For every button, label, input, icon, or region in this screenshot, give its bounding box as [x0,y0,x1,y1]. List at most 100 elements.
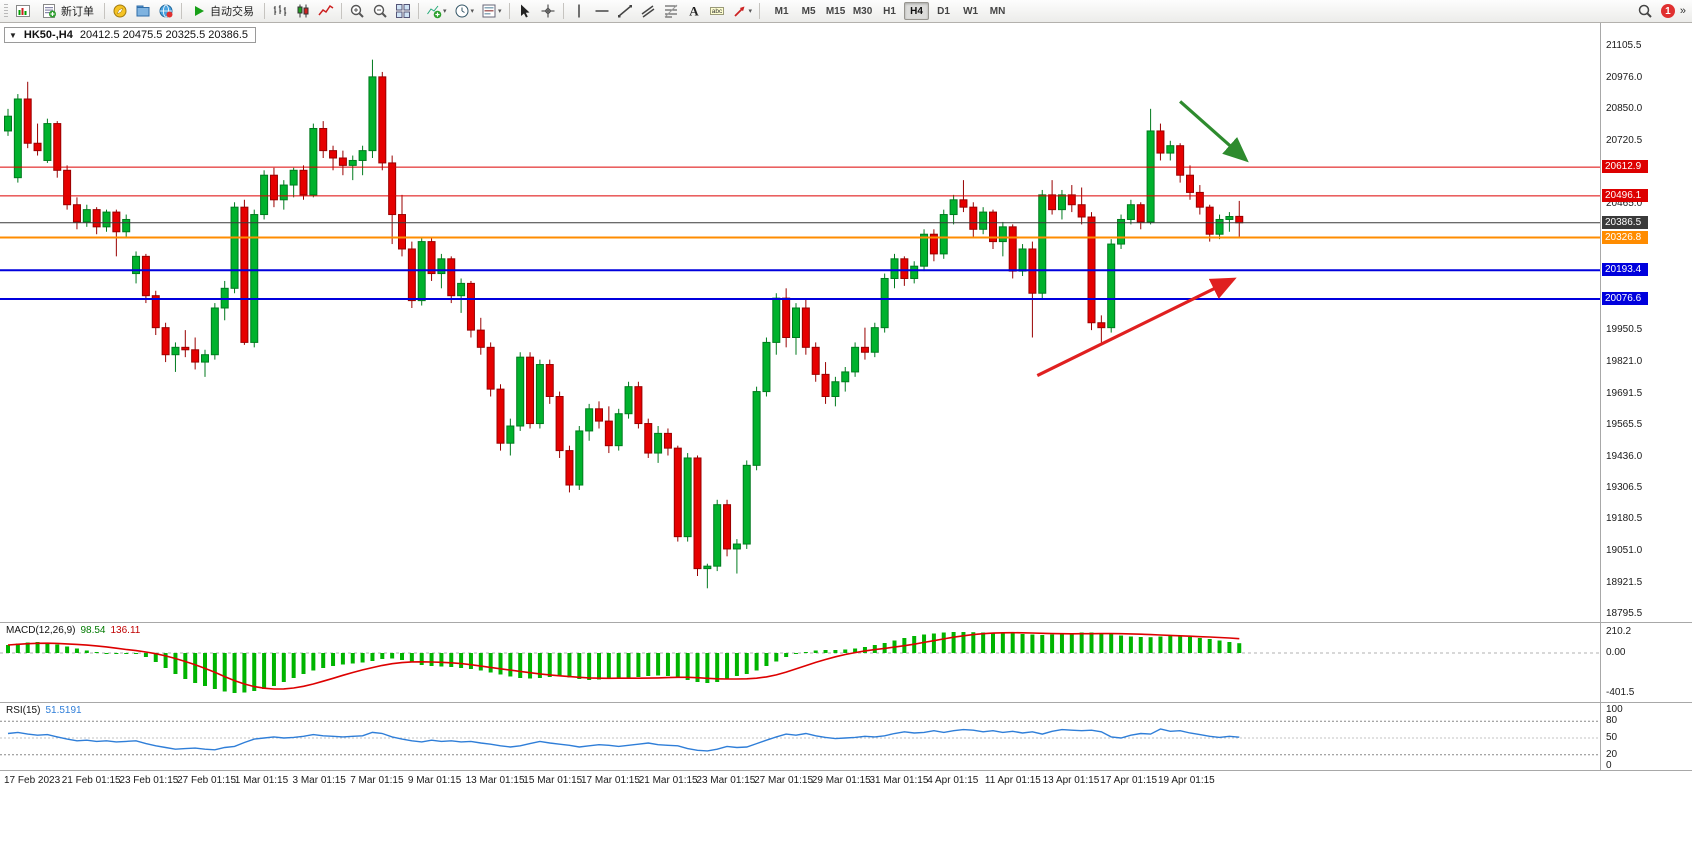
toolbar-right: 1 » [1634,2,1688,21]
svg-text:A: A [689,4,699,19]
rsi-label: RSI(15) 51.5191 [6,705,82,716]
macd-name: MACD(12,26,9) [6,625,76,636]
new-chart-button[interactable] [12,2,34,21]
chevron-down-icon: ▾ [443,8,447,15]
rsi-value: 51.5191 [45,705,82,716]
time-label: 1 Mar 01:15 [234,775,289,786]
line-chart-icon [318,4,334,16]
price-tick: 20850.0 [1606,102,1643,114]
rsi-tick: 20 [1606,748,1618,760]
timeframe-button-h4[interactable]: H4 [904,2,930,20]
macd-tick: 0.00 [1606,647,1626,658]
price-tick: 19306.5 [1606,482,1643,494]
metaeditor-button[interactable] [109,2,131,21]
time-label: 23 Feb 01:15 [119,775,179,786]
text-icon: A [689,4,699,19]
pane-divider-macd[interactable] [0,622,1692,623]
arrow-tools-icon [733,6,745,17]
templates-button[interactable]: ▾ [478,2,505,21]
rsi-tick: 80 [1606,715,1618,727]
rsi-line [7,728,1240,752]
macd-main-value: 98.54 [80,625,106,636]
axis-border [1600,23,1601,771]
collapse-icon[interactable]: ▼ [9,30,17,40]
peri ods-button[interactable]: ▾ [451,2,478,21]
new-order-button[interactable]: 新订单 [35,2,100,21]
bar-chart-button[interactable] [269,2,291,21]
time-label: 17 Mar 01:15 [581,775,640,786]
timeframe-button-m30[interactable]: M30 [852,5,873,17]
autotrading-play-icon [195,6,204,16]
equidistant-channel-button[interactable] [637,2,659,21]
ohlc-values: 20412.5 20475.5 20325.5 20386.5 [79,29,249,41]
red-trend-arrow[interactable] [1036,277,1237,378]
chevron-down-icon: ▾ [498,8,502,15]
time-label: 31 Mar 01:15 [869,775,929,786]
equidistant-channel-icon [641,5,654,18]
candlestick-chart-button[interactable] [292,2,314,21]
vertical-line-button[interactable] [568,2,590,21]
price-badge-20496.1: 20496.1 [1602,188,1648,202]
chart-plot[interactable] [0,0,1600,792]
timeframe-button-d1[interactable]: D1 [937,5,950,17]
time-label: 27 Mar 01:15 [754,775,814,786]
trendline-button[interactable] [614,2,636,21]
zoom-out-icon [373,4,387,18]
price-tick: 20465.0 [1606,197,1643,209]
templates-icon [482,4,496,18]
pane-divider-time [0,770,1692,771]
symbol-period-label: HK50-,H4 [23,29,73,41]
time-label: 3 Mar 01:15 [292,775,346,786]
macd-label: MACD(12,26,9) 98.54 136.11 [6,625,140,636]
rsi-name: RSI(15) [6,705,41,716]
tile-windows-button[interactable] [392,2,414,21]
search-button[interactable] [1634,2,1656,21]
profiles-button[interactable] [132,2,154,21]
green-resistance-arrow[interactable] [1179,100,1249,163]
crosshair-button[interactable] [537,2,559,21]
chevron-down-icon: ▾ [748,8,753,15]
price-tick: 19051.0 [1606,545,1643,557]
compass-icon [113,4,127,18]
zoom-in-button[interactable] [346,2,368,21]
toolbar-separator [341,3,342,19]
line-chart-button[interactable] [315,2,337,21]
notification-badge[interactable]: 1 [1660,4,1675,18]
zoom-in-icon [350,4,364,18]
pane-divider-rsi[interactable] [0,702,1692,703]
chart-legend: ▼ HK50-,H4 20412.5 20475.5 20325.5 20386… [4,27,257,43]
price-tick: 19691.5 [1606,387,1643,399]
price-axis[interactable]: 21105.5 20976.0 20850.0 20720.5 20465.0 19950… [1601,23,1692,790]
text-button[interactable]: A [683,2,705,21]
toolbar-separator [418,3,419,19]
price-badge-20076.6: 20076.6 [1602,292,1648,305]
timeframe-button-w1[interactable]: W1 [963,5,979,17]
time-label: 9 Mar 01:15 [407,775,462,786]
price-badge-20326.8: 20326.8 [1602,230,1648,244]
trendline-icon [617,5,632,18]
indicators-button[interactable]: ▾ [423,2,450,21]
zoom-out-button[interactable] [369,2,391,21]
clock-icon [455,4,469,18]
fibonacci-button[interactable] [660,2,682,21]
rsi-tick: 50 [1606,732,1618,743]
arrow-tools-button[interactable]: ▾ [729,2,756,21]
text-label-button[interactable]: abc [706,2,728,21]
cursor-button[interactable] [514,2,536,21]
timeframe-button-h1[interactable]: H1 [883,5,896,17]
time-label: 19 Apr 01:15 [1158,775,1215,786]
horizontal-line-button[interactable] [591,2,613,21]
timeframe-button-m15[interactable]: M15 [825,5,846,17]
crosshair-icon [541,4,555,18]
autotrading-button[interactable]: 自动交易 [186,2,260,21]
macd-signal-line [7,631,1240,690]
timeframe-button-m1[interactable]: M1 [774,5,789,17]
toolbar-overflow-chevron[interactable]: » [1679,5,1686,17]
timeframe-button-mn[interactable]: MN [989,5,1006,17]
macd-histogram [6,632,1242,693]
community-button[interactable] [155,2,177,21]
timeframe-button-m5[interactable]: M5 [801,5,816,17]
toolbar-separator [104,3,105,19]
time-axis[interactable]: 17 Feb 2023 21 Feb 01:15 23 Feb 01:15 27 Fe… [0,771,1692,791]
price-tick: 20720.5 [1606,134,1643,146]
